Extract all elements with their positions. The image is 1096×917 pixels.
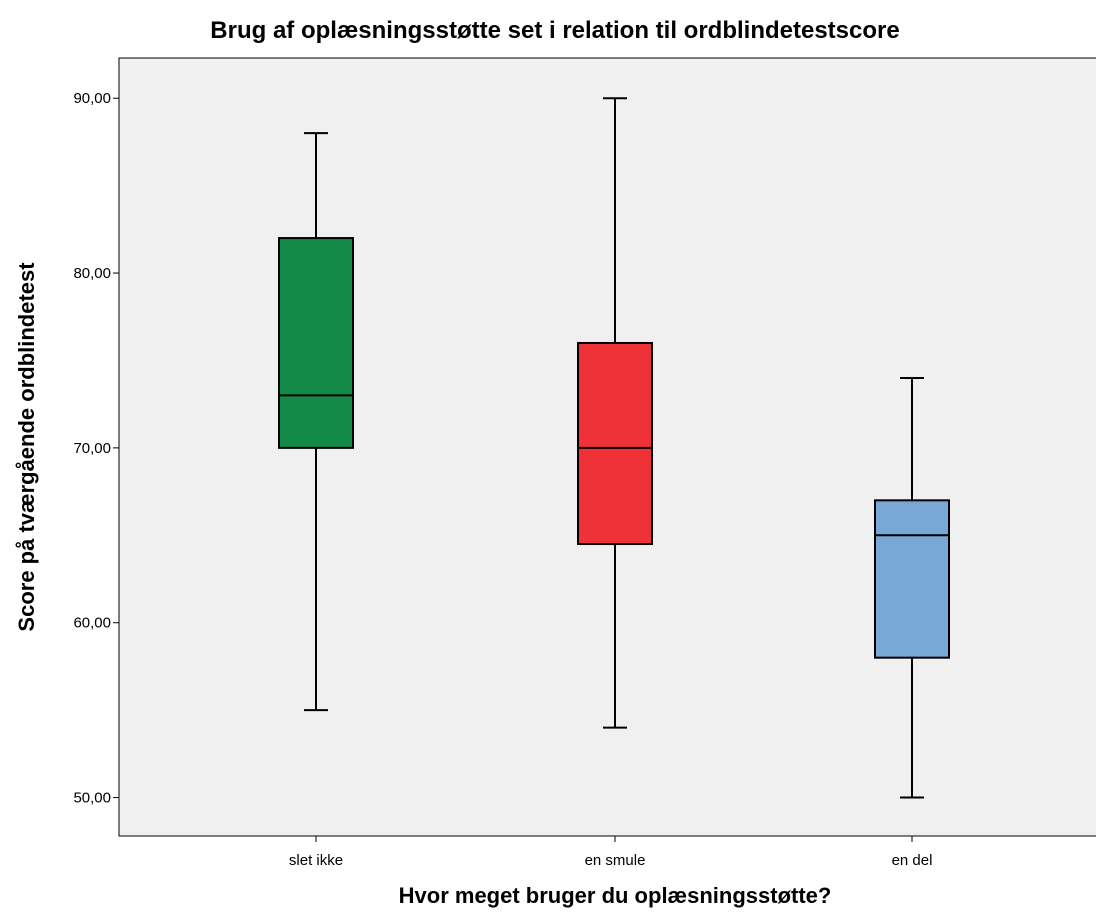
y-tick-label: 80,00 — [73, 265, 111, 282]
box-1 — [278, 132, 354, 712]
y-tick-label: 50,00 — [73, 790, 111, 807]
boxes — [278, 97, 950, 799]
y-tick-label: 60,00 — [73, 615, 111, 632]
box-2 — [577, 97, 653, 729]
y-axis-label: Score på tværgående ordblindetest — [14, 262, 39, 632]
y-tick-label: 70,00 — [73, 440, 111, 457]
x-tick-label: en smule — [585, 852, 646, 869]
x-tick-label: en del — [892, 852, 933, 869]
box-iqr — [278, 237, 354, 449]
x-tick-label: slet ikke — [289, 852, 343, 869]
x-axis-label: Hvor meget bruger du oplæsningsstøtte? — [399, 883, 832, 908]
chart-title: Brug af oplæsningsstøtte set i relation … — [210, 17, 899, 44]
y-tick-label: 90,00 — [73, 90, 111, 107]
box-3 — [874, 376, 950, 799]
box-iqr — [577, 341, 653, 546]
x-axis: slet ikke en smule en del — [289, 836, 933, 869]
box-iqr — [874, 499, 950, 659]
y-axis: 50,00 60,00 70,00 80,00 90,00 — [73, 90, 119, 807]
